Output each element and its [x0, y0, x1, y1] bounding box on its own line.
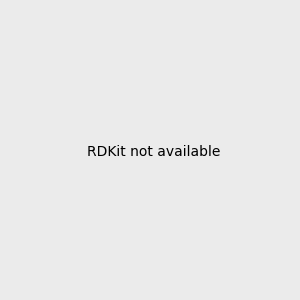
- Text: RDKit not available: RDKit not available: [87, 145, 220, 158]
